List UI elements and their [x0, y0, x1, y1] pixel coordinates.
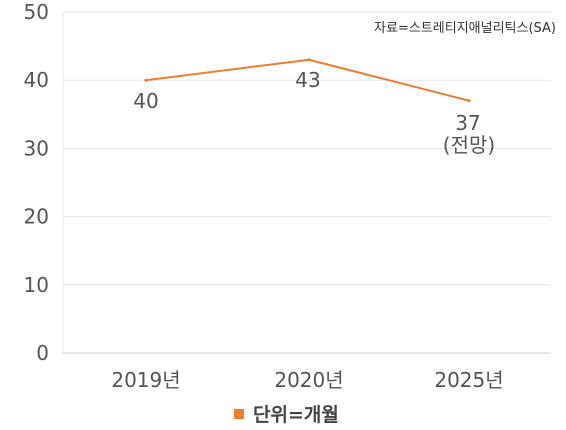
- x-tick-label: 2025년: [434, 368, 503, 392]
- y-tick-label: 40: [24, 68, 49, 92]
- data-point: [144, 78, 148, 82]
- annotation-label: (전망): [443, 133, 495, 157]
- data-labels: 40 43 37(전망): [133, 68, 495, 157]
- x-tick-label: 2019년: [111, 368, 180, 392]
- x-axis: 2019년 2020년 2025년: [111, 368, 503, 392]
- x-tick-label: 2020년: [274, 368, 343, 392]
- legend: 단위=개월: [234, 404, 339, 426]
- source-note: 자료=스트레티지애널리틱스(SA): [374, 21, 556, 36]
- y-tick-label: 10: [24, 273, 49, 297]
- data-label: 43: [295, 68, 320, 92]
- data-label: 37: [455, 111, 480, 135]
- data-label: 40: [133, 89, 158, 113]
- data-point: [467, 99, 471, 103]
- series-line: [144, 58, 471, 103]
- y-tick-label: 50: [24, 0, 49, 24]
- y-axis: 0 10 20 30 40 50: [24, 0, 49, 365]
- y-tick-label: 30: [24, 136, 49, 160]
- legend-label: 단위=개월: [253, 404, 339, 426]
- data-point: [307, 58, 311, 62]
- y-tick-label: 20: [24, 205, 49, 229]
- y-tick-label: 0: [36, 341, 49, 365]
- legend-swatch: [234, 409, 244, 419]
- gridlines: [62, 11, 551, 353]
